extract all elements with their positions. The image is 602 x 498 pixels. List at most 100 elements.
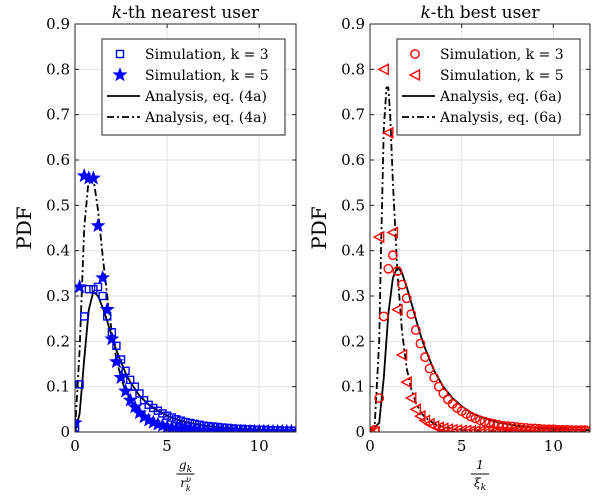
legend-label: Analysis, eq. (4a) bbox=[144, 110, 267, 126]
data-point bbox=[85, 170, 101, 185]
data-point bbox=[424, 363, 435, 374]
y-tick-label: 0.9 bbox=[341, 15, 365, 33]
plot-area bbox=[75, 168, 296, 432]
data-point bbox=[404, 391, 417, 405]
data-point bbox=[95, 270, 111, 285]
y-axis-label: PDF bbox=[12, 206, 36, 249]
x-tick-label: 0 bbox=[365, 437, 375, 455]
legend-label: Analysis, eq. (6a) bbox=[439, 89, 562, 105]
data-point bbox=[436, 422, 449, 432]
data-point bbox=[427, 419, 440, 432]
data-point bbox=[118, 383, 134, 398]
chart-title-k: k bbox=[420, 3, 430, 23]
legend: Simulation, k = 3 Simulation, k = 5 Analys… bbox=[101, 38, 286, 136]
legend-entry-2: Simulation, k = 5 bbox=[112, 67, 269, 84]
data-point bbox=[415, 338, 426, 349]
x-tick-label: 5 bbox=[162, 437, 172, 455]
x-label-den-sub: k bbox=[481, 483, 486, 493]
chart-title-rest: -th nearest user bbox=[122, 3, 260, 23]
data-point bbox=[153, 406, 163, 415]
data-point bbox=[370, 425, 380, 432]
y-tick-label: 0.4 bbox=[46, 242, 70, 260]
data-point bbox=[80, 312, 89, 321]
chart-title-k: k bbox=[112, 3, 122, 23]
data-point bbox=[400, 375, 412, 389]
data-point bbox=[75, 415, 83, 430]
data-point bbox=[381, 126, 394, 139]
data-point bbox=[135, 389, 144, 398]
data-point bbox=[104, 331, 120, 346]
data-point bbox=[475, 415, 485, 426]
legend-label: Simulation, k = 3 bbox=[440, 47, 564, 63]
data-point bbox=[470, 413, 481, 424]
data-point bbox=[108, 353, 124, 369]
data-point bbox=[395, 348, 408, 362]
data-point bbox=[139, 396, 149, 405]
data-point bbox=[438, 388, 449, 399]
data-point bbox=[374, 393, 385, 403]
legend-entry-4: Analysis, eq. (6a) bbox=[402, 110, 562, 126]
data-point bbox=[84, 285, 94, 294]
y-axis-label: PDF bbox=[307, 206, 331, 249]
x-axis-label-numerator: 1 bbox=[476, 458, 484, 472]
y-tick-label: 0.7 bbox=[46, 106, 70, 124]
x-label-num-sub: k bbox=[187, 465, 192, 475]
legend-box bbox=[101, 38, 286, 136]
data-point bbox=[386, 226, 399, 239]
data-point bbox=[392, 266, 403, 276]
y-tick-label: 0.9 bbox=[46, 15, 70, 33]
data-point bbox=[75, 279, 88, 294]
x-tick-label: 0 bbox=[70, 437, 80, 455]
legend-label: Simulation, k = 5 bbox=[440, 68, 564, 84]
data-point bbox=[377, 63, 389, 76]
data-point bbox=[409, 403, 422, 416]
legend-marker bbox=[410, 49, 420, 59]
data-point bbox=[127, 399, 143, 414]
chart-title: k-th best user bbox=[420, 3, 540, 23]
x-axis-label-numerator: gk bbox=[179, 458, 192, 475]
y-tick-label: 0.4 bbox=[341, 242, 365, 260]
legend-label: Analysis, eq. (6a) bbox=[439, 110, 562, 126]
legend-marker bbox=[115, 49, 125, 59]
data-point bbox=[406, 309, 417, 320]
data-point bbox=[390, 303, 403, 316]
y-tick-label: 0 bbox=[60, 423, 70, 441]
data-point bbox=[126, 375, 135, 385]
y-tick-label: 0.5 bbox=[46, 196, 70, 214]
series-line-3 bbox=[370, 264, 590, 432]
chart-title-rest: -th best user bbox=[431, 3, 541, 23]
data-point bbox=[90, 217, 106, 233]
x-label-den-main: r bbox=[180, 476, 187, 490]
series-line-4 bbox=[370, 86, 590, 432]
legend-entry-1: Simulation, k = 3 bbox=[410, 47, 564, 63]
chart-title: k-th nearest user bbox=[112, 3, 260, 23]
y-tick-label: 0.5 bbox=[341, 196, 365, 214]
y-tick-label: 0.3 bbox=[46, 287, 70, 305]
legend-entry-4: Analysis, eq. (4a) bbox=[107, 110, 267, 126]
data-point bbox=[122, 392, 138, 407]
legend-box bbox=[396, 38, 581, 136]
data-point bbox=[429, 372, 440, 383]
y-tick-label: 0.3 bbox=[341, 287, 365, 305]
x-label-num-main: 1 bbox=[476, 458, 484, 472]
data-point bbox=[98, 291, 107, 301]
data-point bbox=[413, 409, 426, 423]
series-markers-1 bbox=[370, 250, 590, 432]
data-point bbox=[401, 293, 412, 304]
data-point bbox=[99, 301, 115, 317]
legend: Simulation, k = 3 Simulation, k = 5 Analys… bbox=[396, 38, 581, 136]
legend-marker bbox=[112, 67, 128, 82]
data-point bbox=[103, 312, 112, 321]
data-point bbox=[420, 352, 430, 363]
data-point bbox=[75, 380, 84, 389]
series-markers-1 bbox=[75, 282, 296, 432]
legend-entry-3: Analysis, eq. (4a) bbox=[107, 89, 267, 105]
legend-marker bbox=[408, 68, 421, 82]
data-point bbox=[432, 421, 444, 432]
data-point bbox=[388, 250, 398, 261]
y-tick-label: 0 bbox=[355, 423, 365, 441]
legend-entry-2: Simulation, k = 5 bbox=[408, 68, 564, 84]
legend-entry-3: Analysis, eq. (6a) bbox=[402, 89, 562, 105]
y-tick-label: 0.7 bbox=[341, 106, 365, 124]
